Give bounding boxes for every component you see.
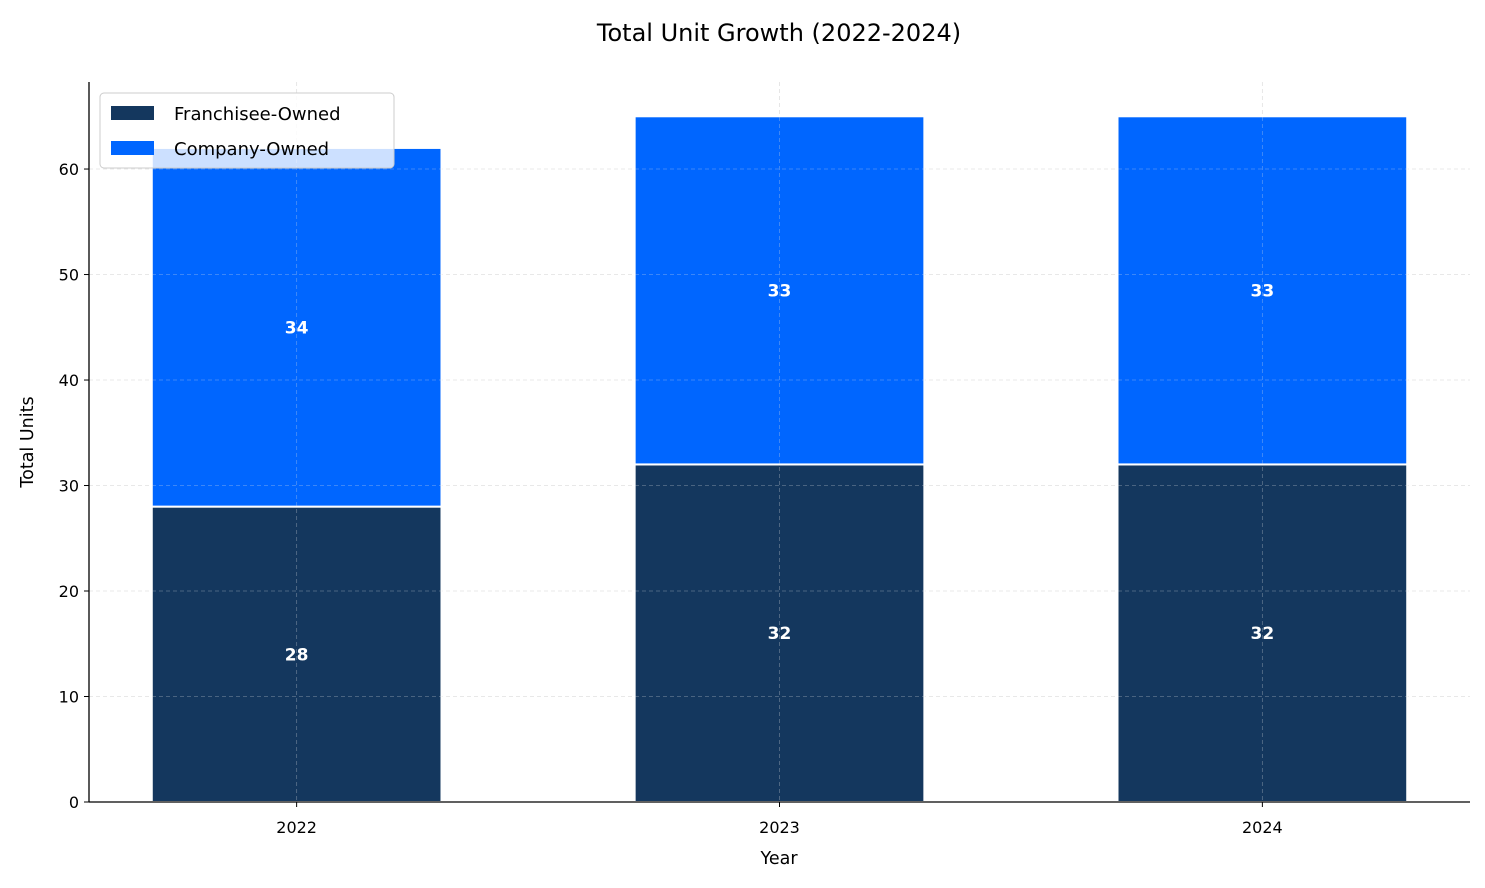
x-tick-label: 2022 (276, 818, 317, 837)
data-label: 34 (285, 318, 309, 338)
legend-label: Franchisee-Owned (174, 104, 341, 125)
bar-franchisee-owned-2023 (633, 463, 926, 803)
y-tick-label: 30 (59, 477, 79, 496)
legend-swatch (111, 141, 154, 155)
bars: 28 34 32 33 32 33 (150, 115, 1409, 803)
legend-box (99, 92, 395, 169)
y-tick-label: 40 (59, 371, 79, 390)
axes: 0 10 20 30 40 50 60 2022 2023 2024 (59, 82, 1470, 837)
data-label: 33 (768, 281, 792, 301)
y-axis-label: Total Units (18, 396, 38, 488)
x-axis-label: Year (759, 849, 798, 869)
data-label: 32 (1251, 624, 1275, 644)
bar-franchisee-owned-2024 (1116, 463, 1409, 803)
y-tick-label: 10 (59, 688, 79, 707)
legend-swatch (111, 106, 154, 120)
bar-company-owned-2024 (1116, 115, 1409, 466)
y-tick-label: 60 (59, 160, 79, 179)
legend-label: Company-Owned (174, 139, 329, 160)
y-tick-label: 20 (59, 582, 79, 601)
x-tick-label: 2024 (1242, 818, 1283, 837)
grid (89, 82, 1470, 802)
data-label: 33 (1251, 281, 1275, 301)
x-tick-label: 2023 (759, 818, 800, 837)
data-label: 28 (285, 645, 309, 665)
bar-franchisee-owned-2022 (150, 505, 443, 803)
y-tick-label: 0 (69, 793, 79, 812)
legend: Franchisee-Owned Company-Owned (99, 92, 395, 169)
y-tick-label: 50 (59, 266, 79, 285)
data-label: 32 (768, 624, 792, 644)
bar-company-owned-2023 (633, 115, 926, 466)
chart-title: Total Unit Growth (2022-2024) (596, 19, 961, 47)
